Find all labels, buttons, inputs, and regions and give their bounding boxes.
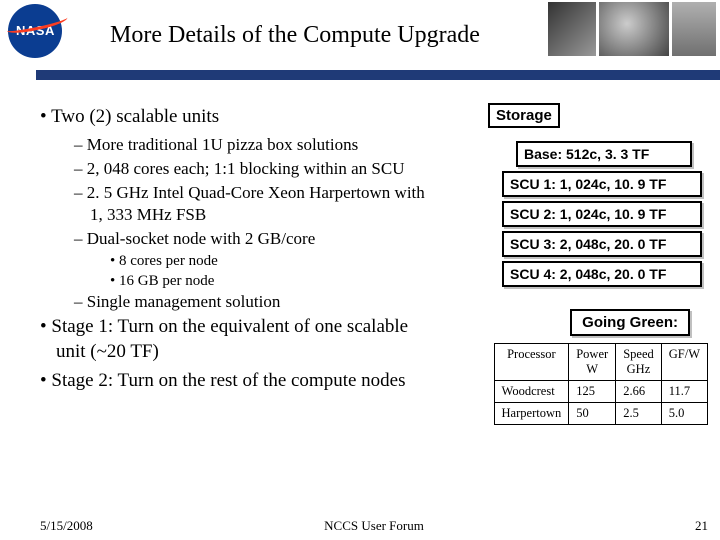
sub-bullet: Single management solution (40, 291, 440, 313)
divider-bar (36, 70, 720, 80)
table-header: Processor (494, 344, 569, 381)
table-cell: Harpertown (494, 403, 569, 425)
table-cell: 2.66 (616, 381, 662, 403)
storage-label: Storage (488, 103, 560, 128)
bullet: Two (2) scalable units (40, 105, 440, 130)
slide-footer: 5/15/2008 NCCS User Forum 21 (40, 518, 708, 534)
nasa-logo: NASA (2, 2, 72, 62)
sub-bullet: 2, 048 cores each; 1:1 blocking within a… (40, 158, 440, 180)
sub-bullet: 2. 5 GHz Intel Quad-Core Xeon Harpertown… (40, 182, 440, 226)
scu-box: SCU 2: 1, 024c, 10. 9 TF (502, 201, 702, 227)
sub-bullet: Dual-socket node with 2 GB/core (40, 228, 440, 250)
header-image (548, 2, 596, 56)
scu-box: SCU 4: 2, 048c, 20. 0 TF (502, 261, 702, 287)
table-header-row: Processor PowerW SpeedGHz GF/W (494, 344, 707, 381)
scu-box: SCU 3: 2, 048c, 20. 0 TF (502, 231, 702, 257)
bullet-list: Two (2) scalable units More traditional … (40, 105, 440, 393)
table-cell: 11.7 (661, 381, 707, 403)
table-cell: 5.0 (661, 403, 707, 425)
table-header: SpeedGHz (616, 344, 662, 381)
efficiency-table: Processor PowerW SpeedGHz GF/W Woodcrest… (494, 343, 708, 425)
bullet: Stage 1: Turn on the equivalent of one s… (40, 315, 440, 364)
table-row: Harpertown 50 2.5 5.0 (494, 403, 707, 425)
table-header: GF/W (661, 344, 707, 381)
sub-sub-bullet: 8 cores per node (40, 252, 440, 272)
sub-sub-bullet: 16 GB per node (40, 272, 440, 292)
scu-box: SCU 1: 1, 024c, 10. 9 TF (502, 171, 702, 197)
going-green-label: Going Green: (570, 309, 690, 336)
table-row: Woodcrest 125 2.66 11.7 (494, 381, 707, 403)
table-header: PowerW (569, 344, 616, 381)
table-cell: 50 (569, 403, 616, 425)
footer-center: NCCS User Forum (40, 518, 708, 534)
bullet: Stage 2: Turn on the rest of the compute… (40, 369, 440, 394)
scu-box: Base: 512c, 3. 3 TF (516, 141, 692, 167)
slide-title: More Details of the Compute Upgrade (110, 22, 480, 49)
header-images (548, 2, 716, 56)
table-cell: Woodcrest (494, 381, 569, 403)
header-image (672, 2, 716, 56)
sub-bullet: More traditional 1U pizza box solutions (40, 134, 440, 156)
slide-header: NASA More Details of the Compute Upgrade (0, 0, 720, 70)
scu-boxes: Base: 512c, 3. 3 TF SCU 1: 1, 024c, 10. … (502, 141, 702, 291)
header-image (599, 2, 669, 56)
slide-content: Two (2) scalable units More traditional … (40, 105, 710, 510)
table-cell: 2.5 (616, 403, 662, 425)
table-cell: 125 (569, 381, 616, 403)
